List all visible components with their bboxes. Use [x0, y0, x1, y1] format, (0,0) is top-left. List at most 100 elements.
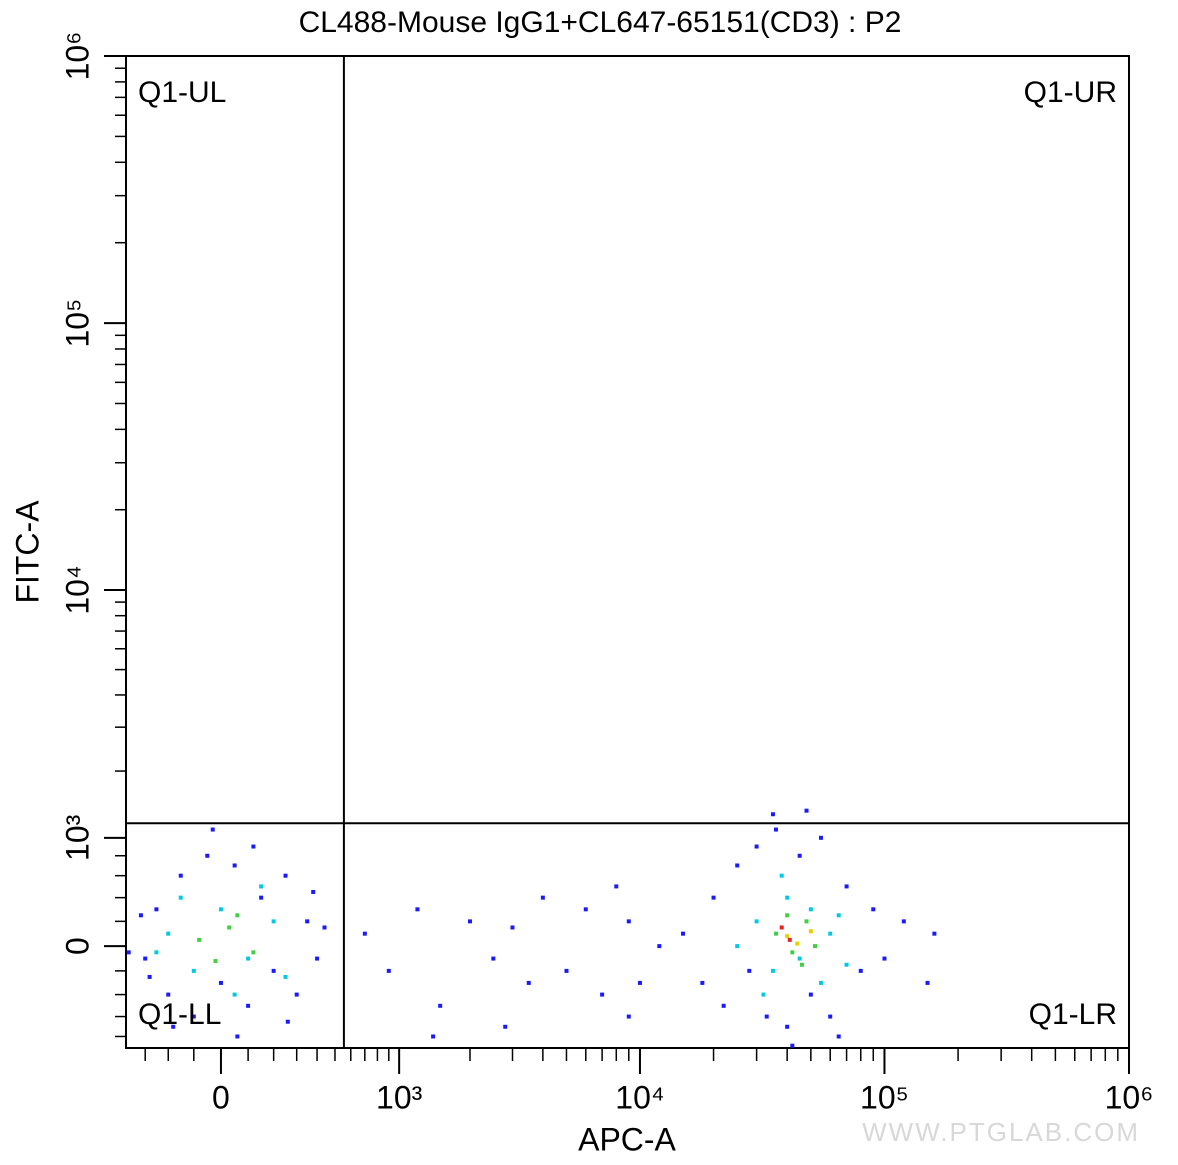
event-dot [779, 925, 784, 930]
event-dot [431, 1034, 436, 1039]
event-dot [205, 853, 210, 858]
event-dot [467, 919, 472, 924]
event-dot [232, 863, 237, 868]
quadrant-label: Q1-UR [1024, 76, 1117, 109]
event-dot [657, 944, 662, 949]
plot-frame [125, 55, 1130, 1049]
event-dot [735, 863, 740, 868]
event-dot [795, 941, 800, 946]
event-dot [828, 1014, 833, 1019]
event-dot [305, 919, 310, 924]
event-dot [754, 844, 759, 849]
y-tick-label: 10⁴ [59, 565, 95, 614]
event-dot [804, 919, 809, 924]
event-dot [797, 853, 802, 858]
event-dot [178, 895, 183, 900]
event-dot [210, 827, 215, 832]
event-dot [154, 907, 159, 912]
event-dot [491, 956, 496, 961]
event-dot [614, 884, 619, 889]
y-tick-label: 10⁵ [59, 299, 95, 348]
x-axis-label: APC-A [578, 1121, 676, 1157]
event-dot [251, 844, 256, 849]
event-dot [785, 1024, 790, 1029]
event-dot [925, 980, 930, 985]
event-dot [790, 1043, 795, 1048]
event-dot [828, 931, 833, 936]
event-dot [785, 913, 790, 918]
event-dot [126, 950, 131, 955]
event-dot [154, 950, 159, 955]
event-dot [797, 956, 802, 961]
event-dot [818, 980, 823, 985]
event-dot [770, 812, 775, 817]
event-dot [386, 968, 391, 973]
event-dot [315, 956, 320, 961]
event-dot [218, 907, 223, 912]
event-dot [681, 931, 686, 936]
event-dot [844, 884, 849, 889]
event-dot [251, 950, 256, 955]
event-dot [818, 835, 823, 840]
event-dot [700, 980, 705, 985]
event-dot [754, 919, 759, 924]
watermark: WWW.PTGLAB.COM [862, 1117, 1140, 1147]
x-tick-label: 10⁶ [1105, 1079, 1154, 1115]
event-dot [218, 980, 223, 985]
event-dot [626, 1014, 631, 1019]
event-dot [235, 913, 240, 918]
event-dot [259, 884, 264, 889]
event-dot [510, 925, 515, 930]
event-dot [191, 1014, 196, 1019]
event-dot [626, 919, 631, 924]
event-dot [799, 962, 804, 967]
event-dot [787, 937, 792, 942]
event-dot [171, 1024, 176, 1029]
y-tick-label: 0 [59, 937, 95, 955]
event-dot [147, 974, 152, 979]
x-tick-label: 10⁴ [615, 1079, 664, 1115]
event-dot [804, 808, 809, 813]
y-tick-label: 10³ [59, 814, 95, 861]
event-dot [747, 968, 752, 973]
event-dot [858, 968, 863, 973]
y-axis-label: FITC-A [9, 500, 45, 604]
quadrant-label: Q1-UL [138, 76, 226, 109]
event-dot [540, 895, 545, 900]
event-dot [785, 934, 790, 939]
event-dot [259, 895, 264, 900]
event-dot [808, 929, 813, 934]
event-dot [871, 907, 876, 912]
y-tick-label: 10⁶ [59, 32, 95, 81]
event-dot [503, 1024, 508, 1029]
event-dot [283, 974, 288, 979]
event-dot [790, 950, 795, 955]
event-dot [322, 925, 327, 930]
event-dot [932, 931, 937, 936]
event-dot [246, 956, 251, 961]
event-dot [583, 907, 588, 912]
event-dot [415, 907, 420, 912]
event-dot [143, 956, 148, 961]
event-dot [227, 925, 232, 930]
event-dot [808, 992, 813, 997]
event-dot [711, 895, 716, 900]
chart-title: CL488-Mouse IgG1+CL647-65151(CD3) : P2 [299, 6, 902, 39]
event-dot [197, 937, 202, 942]
event-dot [764, 1014, 769, 1019]
event-dot [836, 1034, 841, 1039]
event-dot [246, 1003, 251, 1008]
event-dot [564, 968, 569, 973]
event-dot [600, 992, 605, 997]
quadrant-label: Q1-LL [138, 998, 221, 1031]
event-dot [166, 992, 171, 997]
event-dot [785, 895, 790, 900]
event-dot [191, 968, 196, 973]
event-dot [235, 1034, 240, 1039]
event-dot [294, 992, 299, 997]
x-tick-label: 10⁵ [860, 1079, 909, 1115]
event-dot [770, 968, 775, 973]
event-dot [138, 913, 143, 918]
event-dot [526, 980, 531, 985]
